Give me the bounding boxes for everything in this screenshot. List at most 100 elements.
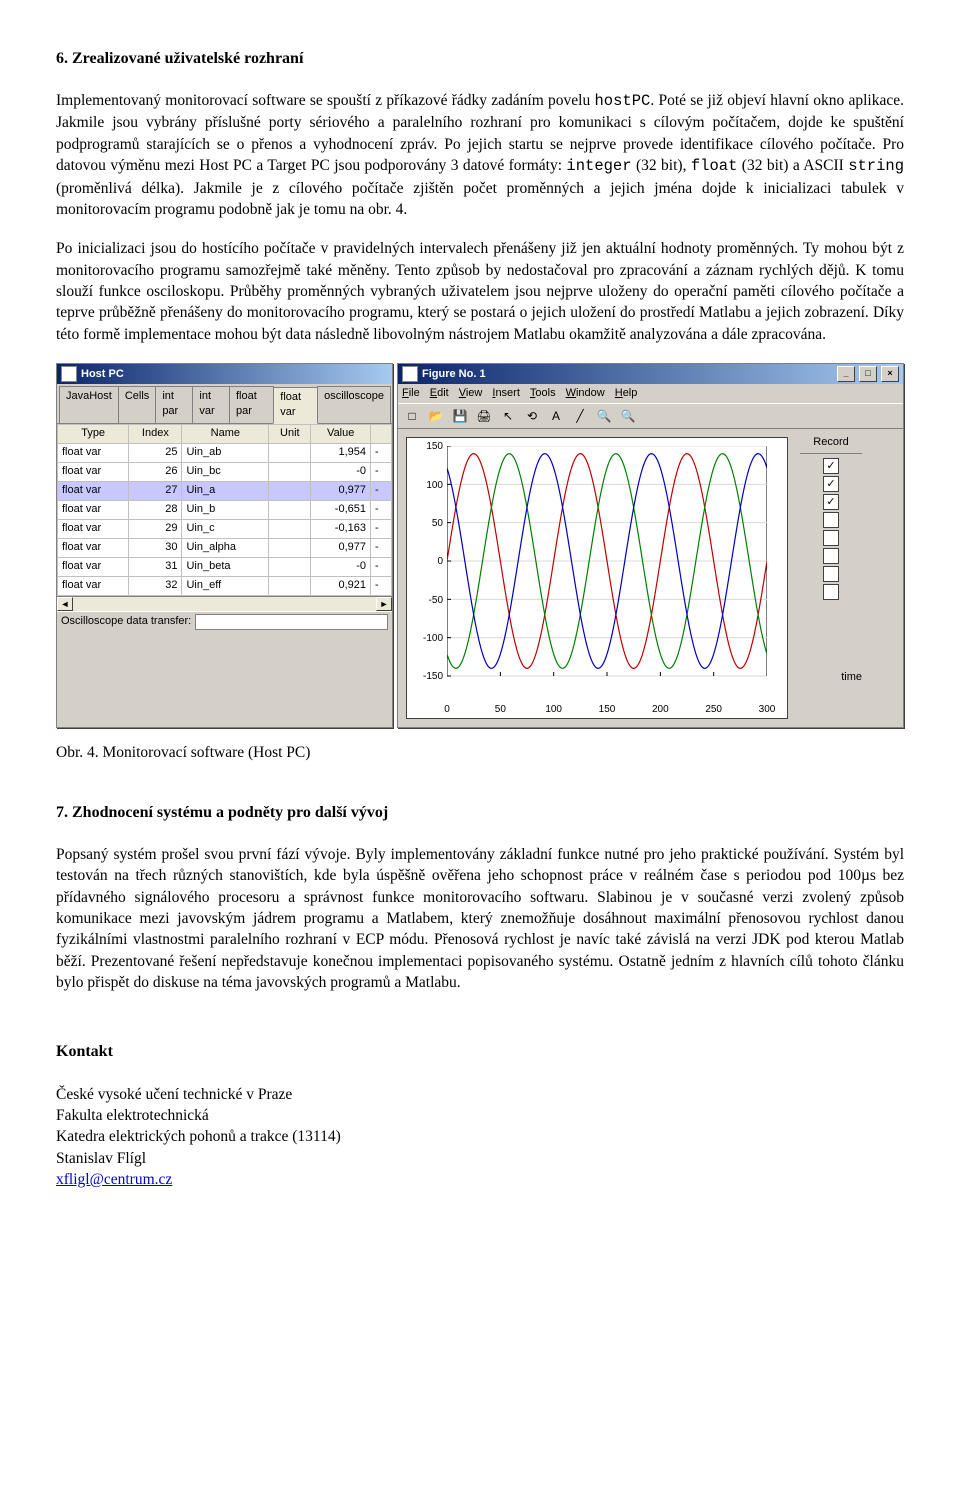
save-icon[interactable]: 💾 — [450, 406, 470, 426]
cell-index: 27 — [129, 481, 182, 500]
status-label: Oscilloscope data transfer: — [61, 614, 191, 629]
cell-dash: - — [371, 557, 392, 576]
cell-index: 31 — [129, 557, 182, 576]
cell-value: -0 — [311, 557, 371, 576]
cell-unit — [269, 538, 311, 557]
open-icon[interactable]: 📂 — [426, 406, 446, 426]
section-7-title: 7. Zhodnocení systému a podněty pro dalš… — [56, 802, 904, 824]
kontakt-title: Kontakt — [56, 1041, 904, 1063]
record-checkbox-7[interactable] — [823, 584, 839, 600]
status-bar: Oscilloscope data transfer: — [57, 611, 392, 632]
table-row[interactable]: float var25Uin_ab1,954- — [58, 443, 392, 462]
contact-line-3: Katedra elektrických pohonů a trakce (13… — [56, 1126, 904, 1147]
arrow-icon[interactable]: ↖ — [498, 406, 518, 426]
scroll-left-btn[interactable]: ◄ — [57, 597, 73, 611]
cell-type: float var — [58, 481, 129, 500]
figure-toolbar[interactable]: □📂💾🖨↖⟲A╱🔍🔍 — [398, 403, 903, 429]
cell-type: float var — [58, 557, 129, 576]
plot-svg — [447, 446, 767, 696]
minimize-btn[interactable]: _ — [837, 366, 855, 382]
figure-menubar[interactable]: File Edit View Insert Tools Window Help — [398, 384, 903, 403]
text-icon[interactable]: A — [546, 406, 566, 426]
xtick-label: 300 — [759, 703, 776, 717]
menu-view[interactable]: View — [459, 387, 483, 399]
table-row[interactable]: float var26Uin_bc-0- — [58, 462, 392, 481]
cell-index: 32 — [129, 576, 182, 595]
line-icon[interactable]: ╱ — [570, 406, 590, 426]
record-checkbox-4[interactable] — [823, 530, 839, 546]
p1-a: Implementovaný monitorovací software se … — [56, 92, 595, 109]
cell-dash: - — [371, 481, 392, 500]
tab-oscilloscope[interactable]: oscilloscope — [317, 386, 391, 422]
xtick-label: 250 — [705, 703, 722, 717]
menu-file[interactable]: File — [402, 387, 420, 399]
table-row[interactable]: float var28Uin_b-0,651- — [58, 500, 392, 519]
col-index: Index — [129, 424, 182, 443]
record-checkbox-6[interactable] — [823, 566, 839, 582]
menu-tools[interactable]: Tools — [530, 387, 556, 399]
plot-axes: -150-100-50050100150050100150200250300 — [406, 437, 788, 719]
ytick-label: 50 — [409, 517, 443, 531]
cell-name: Uin_c — [182, 519, 269, 538]
tab-int-par[interactable]: int par — [155, 386, 193, 422]
p1-mono2: integer — [566, 157, 631, 175]
col-value: Value — [311, 424, 371, 443]
xtick-label: 150 — [599, 703, 616, 717]
menu-edit[interactable]: Edit — [430, 387, 449, 399]
cell-dash: - — [371, 538, 392, 557]
cell-value: -0 — [311, 462, 371, 481]
rotate-icon[interactable]: ⟲ — [522, 406, 542, 426]
tab-int-var[interactable]: int var — [192, 386, 230, 422]
col-type: Type — [58, 424, 129, 443]
cell-value: 0,921 — [311, 576, 371, 595]
contact-line-2: Fakulta elektrotechnická — [56, 1105, 904, 1126]
tab-javahost[interactable]: JavaHost — [59, 386, 119, 422]
p1-mono3: float — [691, 157, 738, 175]
cell-unit — [269, 462, 311, 481]
table-row[interactable]: float var32Uin_eff0,921- — [58, 576, 392, 595]
cell-name: Uin_alpha — [182, 538, 269, 557]
paragraph-7: Popsaný systém prošel svou první fází vý… — [56, 844, 904, 994]
close-btn[interactable]: × — [881, 366, 899, 382]
ytick-label: -100 — [409, 632, 443, 646]
table-row[interactable]: float var30Uin_alpha0,977- — [58, 538, 392, 557]
menu-insert[interactable]: Insert — [492, 387, 520, 399]
record-checkbox-2[interactable]: ✓ — [823, 494, 839, 510]
figure-client-area: -150-100-50050100150050100150200250300 R… — [398, 429, 903, 727]
cell-value: 0,977 — [311, 481, 371, 500]
tab-float-var[interactable]: float var — [273, 387, 318, 423]
tab-cells[interactable]: Cells — [118, 386, 156, 422]
record-checkbox-3[interactable] — [823, 512, 839, 528]
maximize-btn[interactable]: □ — [859, 366, 877, 382]
host-pc-title: Host PC — [81, 367, 124, 382]
new-icon[interactable]: □ — [402, 406, 422, 426]
ytick-label: 150 — [409, 440, 443, 454]
table-row[interactable]: float var27Uin_a 0,977- — [58, 481, 392, 500]
cell-dash: - — [371, 462, 392, 481]
record-checkbox-0[interactable]: ✓ — [823, 458, 839, 474]
cell-unit — [269, 557, 311, 576]
record-checkbox-5[interactable] — [823, 548, 839, 564]
print-icon[interactable]: 🖨 — [474, 406, 494, 426]
zoomin-icon[interactable]: 🔍 — [594, 406, 614, 426]
record-checkbox-1[interactable]: ✓ — [823, 476, 839, 492]
grid-scrollbar[interactable]: ◄ ► — [57, 596, 392, 611]
figure-caption: Obr. 4. Monitorovací software (Host PC) — [56, 742, 904, 763]
status-field — [195, 614, 388, 630]
p1-e: (proměnlivá délka). Jakmile je z cílovéh… — [56, 180, 904, 218]
scroll-right-btn[interactable]: ► — [376, 597, 392, 611]
cell-name: Uin_a — [182, 481, 269, 500]
contact-email-link[interactable]: xfligl@centrum.cz — [56, 1171, 172, 1188]
xtick-label: 50 — [495, 703, 506, 717]
zoomout-icon[interactable]: 🔍 — [618, 406, 638, 426]
cell-dash: - — [371, 576, 392, 595]
table-row[interactable]: float var29Uin_c-0,163- — [58, 519, 392, 538]
table-row[interactable]: float var31Uin_beta-0- — [58, 557, 392, 576]
menu-window[interactable]: Window — [566, 387, 605, 399]
menu-help[interactable]: Help — [615, 387, 638, 399]
tab-float-par[interactable]: float par — [229, 386, 274, 422]
cell-type: float var — [58, 538, 129, 557]
cell-name: Uin_b — [182, 500, 269, 519]
cell-index: 26 — [129, 462, 182, 481]
app-icon — [61, 366, 77, 382]
